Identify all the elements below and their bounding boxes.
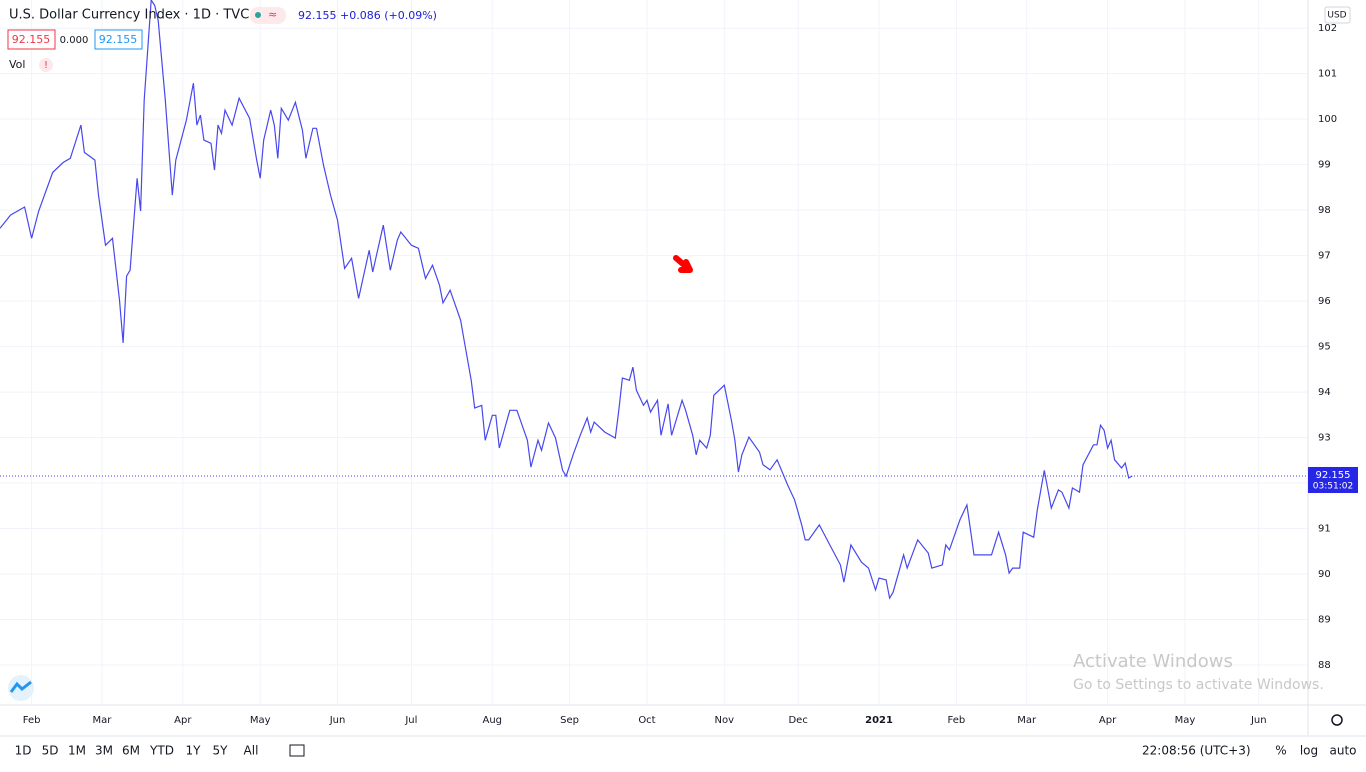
range-button[interactable]: 3M <box>95 744 113 758</box>
y-tick-label: 90 <box>1318 569 1331 580</box>
cursor-arrow <box>673 255 693 273</box>
range-button[interactable]: 6M <box>122 744 140 758</box>
price-line <box>0 0 1133 600</box>
bid-box[interactable] <box>7 29 56 50</box>
range-button[interactable]: 1M <box>68 744 86 758</box>
currency-box[interactable] <box>1324 6 1351 24</box>
x-tick-label: Feb <box>948 715 966 726</box>
x-tick-label: Nov <box>715 715 735 726</box>
range-button[interactable]: All <box>244 744 259 758</box>
x-tick-label: Apr <box>174 715 192 726</box>
x-tick-label: Mar <box>1017 715 1037 726</box>
vol-warning[interactable] <box>39 58 53 72</box>
y-tick-label: 96 <box>1318 296 1331 307</box>
x-tick-label: Jun <box>1250 715 1267 726</box>
currency: USD <box>1327 11 1346 21</box>
y-tick-label: 93 <box>1318 433 1331 444</box>
status-pill <box>250 7 286 24</box>
y-tick-label: 94 <box>1318 387 1331 398</box>
chart-title: U.S. Dollar Currency Index · 1D · TVC <box>9 8 249 23</box>
x-tick-label: 2021 <box>865 715 893 726</box>
x-tick-label: Feb <box>23 715 41 726</box>
x-tick-label: Jun <box>329 715 346 726</box>
x-tick-label: Dec <box>788 715 807 726</box>
quote: 92.155 +0.086 (+0.09%) <box>298 9 437 22</box>
y-tick-label: 89 <box>1318 614 1331 625</box>
spread: 0.000 <box>60 35 89 46</box>
last-price: 92.155 <box>1316 470 1351 481</box>
vol-label: Vol <box>9 58 25 71</box>
y-tick-label: 95 <box>1318 342 1331 353</box>
ask: 92.155 <box>99 33 138 46</box>
watermark-text: Go to Settings to activate Windows. <box>1073 677 1324 693</box>
x-tick-label: Mar <box>93 715 113 726</box>
status-dot <box>255 12 261 18</box>
log-toggle[interactable]: log <box>1300 744 1318 758</box>
range-button[interactable]: YTD <box>149 744 174 758</box>
last-price-box <box>1308 466 1358 493</box>
clock: 22:08:56 (UTC+3) <box>1142 744 1251 758</box>
range-button[interactable]: 5Y <box>213 744 229 758</box>
y-tick-label: 97 <box>1318 251 1331 262</box>
ask-box[interactable] <box>94 29 143 50</box>
x-tick-label: Jul <box>404 715 417 726</box>
vol-warning-mark: ! <box>44 60 48 71</box>
percent-toggle[interactable]: % <box>1275 744 1286 758</box>
y-tick-label: 101 <box>1318 69 1337 80</box>
y-tick-label: 102 <box>1318 23 1337 34</box>
y-tick-label: 88 <box>1318 660 1331 671</box>
x-tick-label: Apr <box>1099 715 1117 726</box>
y-tick-label: 99 <box>1318 160 1331 171</box>
range-button[interactable]: 5D <box>42 744 59 758</box>
x-tick-label: May <box>250 715 271 726</box>
logo-mark <box>9 680 32 693</box>
x-tick-label: May <box>1175 715 1196 726</box>
x-tick-label: Oct <box>638 715 655 726</box>
x-tick-label: Sep <box>560 715 579 726</box>
watermark-title: Activate Windows <box>1073 651 1233 672</box>
y-tick-label: 100 <box>1318 114 1337 125</box>
range-button[interactable]: 1D <box>15 744 32 758</box>
delay-icon: ≈ <box>268 8 277 21</box>
date-range-icon[interactable] <box>289 744 305 757</box>
bid: 92.155 <box>12 33 51 46</box>
auto-toggle[interactable]: auto <box>1329 744 1356 758</box>
countdown: 03:51:02 <box>1313 481 1353 491</box>
x-tick-label: Aug <box>482 715 502 726</box>
y-tick-label: 91 <box>1318 524 1331 535</box>
settings-icon[interactable] <box>1331 714 1343 726</box>
range-button[interactable]: 1Y <box>186 744 202 758</box>
y-tick-label: 98 <box>1318 205 1331 216</box>
